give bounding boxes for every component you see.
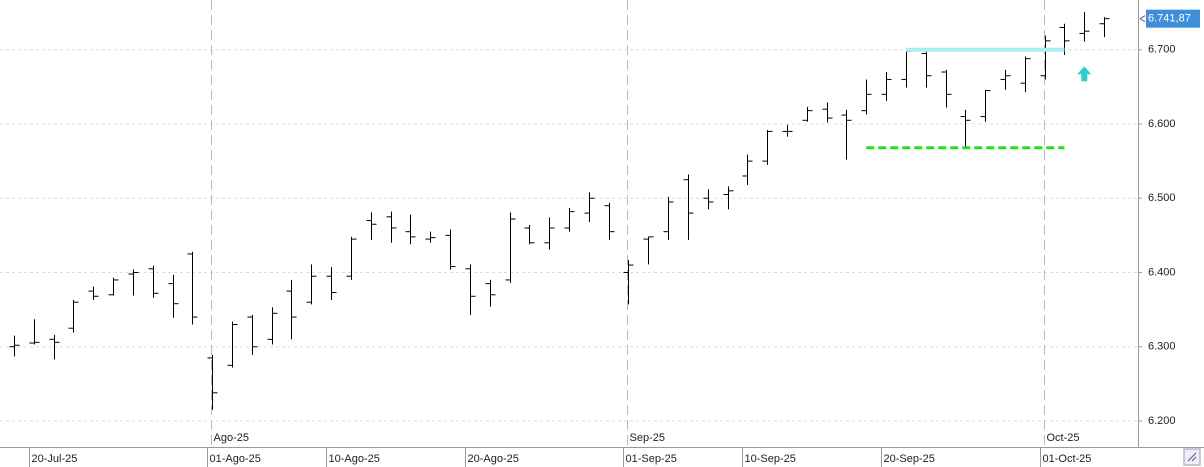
last-price-label: 6.741,87 bbox=[1148, 13, 1191, 25]
y-tick-label: 6.600 bbox=[1148, 118, 1176, 130]
x-tick-label: 10-Ago-25 bbox=[329, 453, 380, 465]
x-tick-label: 10-Sep-25 bbox=[745, 453, 796, 465]
y-tick-label: 6.300 bbox=[1148, 341, 1176, 353]
y-tick-label: 6.200 bbox=[1148, 415, 1176, 427]
x-tick-label: 01-Sep-25 bbox=[626, 453, 677, 465]
y-tick-label: 6.500 bbox=[1148, 192, 1176, 204]
arrow bbox=[1077, 66, 1092, 82]
x-tick-label: 20-Ago-25 bbox=[468, 453, 519, 465]
period-label: Oct-25 bbox=[1047, 432, 1080, 444]
last-price-pointer bbox=[1139, 15, 1146, 23]
period-label: Ago-25 bbox=[214, 432, 249, 444]
y-tick-label: 6.700 bbox=[1148, 44, 1176, 56]
last-price-box bbox=[1146, 9, 1200, 28]
corner-icon bbox=[1187, 452, 1197, 462]
x-tick-label: 01-Ago-25 bbox=[210, 453, 261, 465]
period-label: Sep-25 bbox=[630, 432, 665, 444]
x-tick-label: 01-Oct-25 bbox=[1043, 453, 1092, 465]
y-tick-label: 6.400 bbox=[1148, 266, 1176, 278]
x-tick-label: 20-Sep-25 bbox=[884, 453, 935, 465]
x-tick-label: 20-Jul-25 bbox=[32, 453, 78, 465]
